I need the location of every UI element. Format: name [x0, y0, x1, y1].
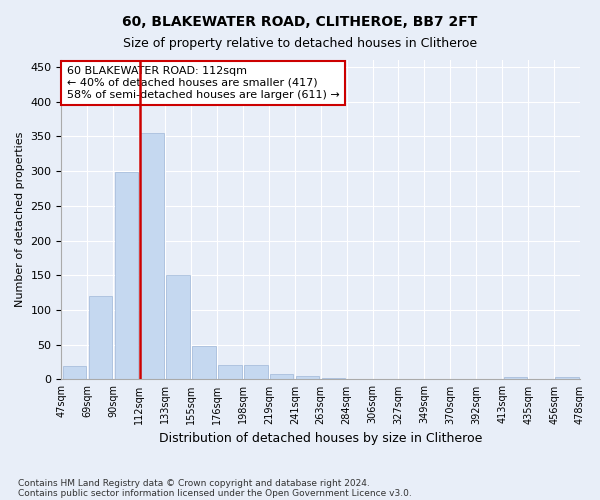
- Text: 60 BLAKEWATER ROAD: 112sqm
← 40% of detached houses are smaller (417)
58% of sem: 60 BLAKEWATER ROAD: 112sqm ← 40% of deta…: [67, 66, 340, 100]
- Bar: [89, 296, 112, 380]
- Text: 60, BLAKEWATER ROAD, CLITHEROE, BB7 2FT: 60, BLAKEWATER ROAD, CLITHEROE, BB7 2FT: [122, 15, 478, 29]
- Bar: [140, 133, 164, 380]
- Bar: [296, 376, 319, 380]
- X-axis label: Distribution of detached houses by size in Clitheroe: Distribution of detached houses by size …: [159, 432, 482, 445]
- Bar: [115, 172, 138, 380]
- Bar: [218, 365, 242, 380]
- Y-axis label: Number of detached properties: Number of detached properties: [15, 132, 25, 308]
- Bar: [322, 378, 346, 380]
- Text: Size of property relative to detached houses in Clitheroe: Size of property relative to detached ho…: [123, 38, 477, 51]
- Bar: [270, 374, 293, 380]
- Bar: [193, 346, 215, 380]
- Bar: [503, 378, 527, 380]
- Text: Contains HM Land Registry data © Crown copyright and database right 2024.: Contains HM Land Registry data © Crown c…: [18, 478, 370, 488]
- Bar: [374, 378, 397, 380]
- Bar: [452, 378, 475, 380]
- Bar: [556, 378, 579, 380]
- Bar: [244, 365, 268, 380]
- Bar: [62, 366, 86, 380]
- Text: Contains public sector information licensed under the Open Government Licence v3: Contains public sector information licen…: [18, 488, 412, 498]
- Bar: [166, 276, 190, 380]
